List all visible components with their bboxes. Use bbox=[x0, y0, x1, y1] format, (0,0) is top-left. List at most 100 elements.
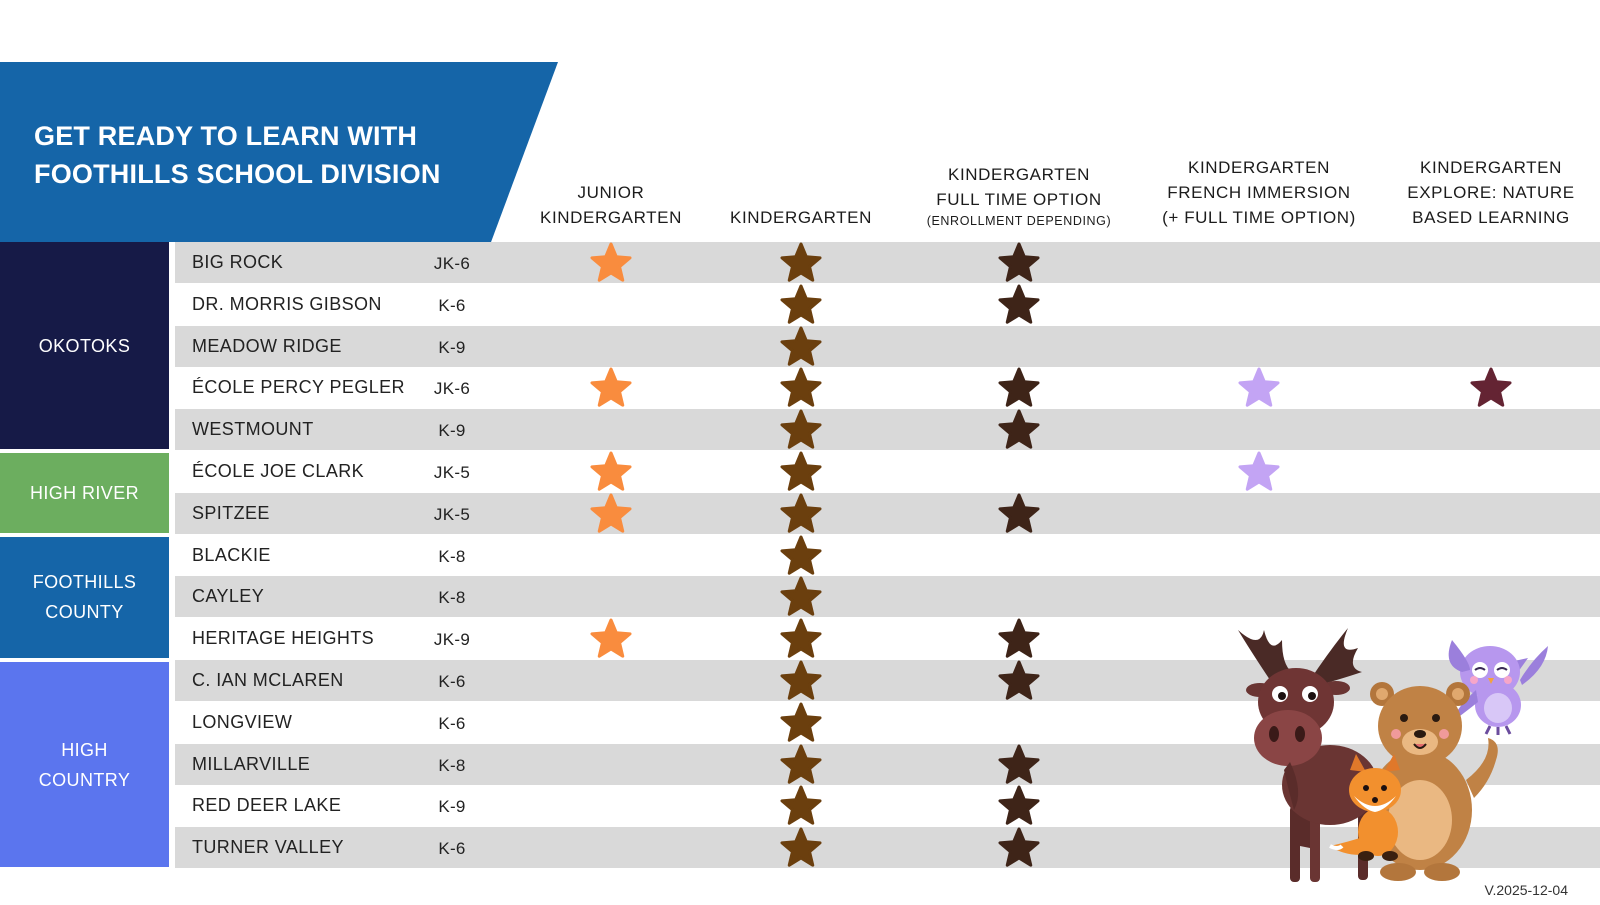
table-row: BIG ROCK JK-6 bbox=[175, 242, 1600, 283]
star-icon bbox=[780, 493, 822, 535]
column-header-2: KINDERGARTEN bbox=[681, 205, 921, 230]
star-icon bbox=[998, 493, 1040, 535]
grade-range: K-6 bbox=[438, 672, 466, 691]
star-icon bbox=[1238, 367, 1280, 409]
star-icon bbox=[998, 284, 1040, 326]
region-label: OKOTOKS bbox=[0, 242, 169, 449]
grade-range: K-9 bbox=[438, 337, 466, 357]
school-name: ÉCOLE JOE CLARK bbox=[192, 461, 365, 481]
star-icon bbox=[590, 493, 632, 535]
fox-illustration bbox=[1329, 754, 1401, 861]
column-header-line: KINDERGARTEN bbox=[1188, 158, 1330, 177]
column-header-line: (+ FULL TIME OPTION) bbox=[1162, 208, 1356, 227]
school-name: MEADOW RIDGE bbox=[192, 335, 342, 356]
star-icon bbox=[998, 367, 1040, 409]
column-header-line: EXPLORE: NATURE bbox=[1407, 183, 1575, 202]
column-header-5: KINDERGARTEN EXPLORE: NATURE BASED LEARNIN… bbox=[1371, 155, 1600, 230]
star-icon bbox=[998, 660, 1040, 702]
grade-range: K-8 bbox=[438, 755, 466, 775]
region-name: OKOTOKS bbox=[38, 335, 131, 356]
grade-range: K-6 bbox=[438, 295, 466, 315]
table-row: BLACKIE K-8 bbox=[175, 535, 1600, 576]
star-icon bbox=[780, 744, 822, 786]
star-icon bbox=[1238, 451, 1280, 493]
star-icon bbox=[1470, 367, 1512, 409]
column-header-note: (ENROLLMENT DEPENDING) bbox=[926, 214, 1112, 228]
table-row: SPITZEE JK-5 bbox=[175, 492, 1600, 535]
grade-range: K-8 bbox=[438, 546, 466, 566]
column-header-line: FRENCH IMMERSION bbox=[1167, 183, 1351, 202]
region-name: FOOTHILLS COUNTY bbox=[32, 572, 137, 623]
mascot-illustration bbox=[1230, 610, 1600, 900]
school-name: RED DEER LAKE bbox=[192, 795, 342, 816]
table-row: RED DEER LAKE K-9 bbox=[175, 785, 1600, 826]
star-icon bbox=[998, 409, 1040, 451]
school-name: DR. MORRIS GIBSON bbox=[192, 293, 382, 314]
school-name: C. IAN MCLAREN bbox=[192, 670, 344, 690]
version-label: V.2025-12-04 bbox=[1484, 882, 1568, 898]
star-icon bbox=[780, 827, 822, 869]
column-header-line: KINDERGARTEN bbox=[730, 208, 872, 227]
column-header-line: JUNIOR bbox=[577, 183, 645, 202]
title-line-1: GET READY TO LEARN WITH bbox=[34, 121, 418, 151]
table-row: HERITAGE HEIGHTS JK-9 bbox=[175, 618, 1600, 659]
school-name: SPITZEE bbox=[192, 502, 270, 523]
school-name: BLACKIE bbox=[192, 544, 271, 565]
star-icon bbox=[780, 367, 822, 409]
star-icon bbox=[780, 451, 822, 493]
school-name: ÉCOLE PERCY PEGLER bbox=[192, 377, 405, 398]
grade-range: K-8 bbox=[438, 588, 466, 608]
table-row: CAYLEY K-8 bbox=[175, 576, 1600, 618]
table-row: ÉCOLE JOE CLARK JK-5 bbox=[175, 451, 1600, 492]
school-name: WESTMOUNT bbox=[192, 419, 314, 440]
table-row: DR. MORRIS GIBSON K-6 bbox=[175, 284, 1600, 325]
column-header-line: BASED LEARNING bbox=[1412, 208, 1570, 227]
star-icon bbox=[590, 242, 632, 284]
star-icon bbox=[998, 242, 1040, 284]
region-name: HIGH COUNTRY bbox=[38, 739, 131, 790]
star-icon bbox=[780, 660, 822, 702]
title-line-2: FOOTHILLS SCHOOL DIVISION bbox=[34, 159, 441, 189]
column-header-4: KINDERGARTEN FRENCH IMMERSION (+ FULL TIME… bbox=[1139, 155, 1379, 230]
table-row: LONGVIEW K-6 bbox=[175, 702, 1600, 743]
school-name: HERITAGE HEIGHTS bbox=[192, 628, 375, 649]
school-name: MILLARVILLE bbox=[192, 753, 311, 774]
column-header-line: KINDERGARTEN bbox=[1420, 158, 1562, 177]
column-header-3: KINDERGARTEN FULL TIME OPTION (ENROLLMENT … bbox=[899, 162, 1139, 230]
star-icon bbox=[998, 827, 1040, 869]
region-name: HIGH RIVER bbox=[29, 482, 139, 503]
star-icon bbox=[780, 284, 822, 326]
star-icon bbox=[780, 576, 822, 618]
school-name: TURNER VALLEY bbox=[192, 837, 344, 858]
region-label: HIGH RIVER bbox=[0, 453, 169, 533]
star-icon bbox=[780, 409, 822, 451]
school-name: BIG ROCK bbox=[192, 252, 284, 272]
star-icon bbox=[590, 451, 632, 493]
star-icon bbox=[780, 326, 822, 368]
grade-range: K-6 bbox=[438, 839, 466, 859]
table-row: WESTMOUNT K-9 bbox=[175, 409, 1600, 451]
grade-range: JK-6 bbox=[433, 379, 471, 399]
region-label: FOOTHILLS COUNTY bbox=[0, 536, 169, 658]
region-label: HIGH COUNTRY bbox=[0, 662, 169, 867]
grade-range: K-9 bbox=[438, 797, 466, 817]
star-icon bbox=[998, 618, 1040, 660]
star-icon bbox=[780, 618, 822, 660]
star-icon bbox=[780, 702, 822, 744]
column-header-line: FULL TIME OPTION bbox=[936, 190, 1102, 209]
grade-range: JK-5 bbox=[433, 504, 471, 524]
table-row: MEADOW RIDGE K-9 bbox=[175, 325, 1600, 368]
star-icon bbox=[998, 744, 1040, 786]
table-row: C. IAN MCLAREN K-6 bbox=[175, 660, 1600, 701]
star-icon bbox=[780, 242, 822, 284]
school-name: LONGVIEW bbox=[192, 711, 293, 732]
star-icon bbox=[998, 785, 1040, 827]
grade-range: JK-6 bbox=[433, 254, 471, 273]
star-icon bbox=[780, 535, 822, 577]
column-header-line: KINDERGARTEN bbox=[540, 208, 682, 227]
table-row: ÉCOLE PERCY PEGLER JK-6 bbox=[175, 367, 1600, 408]
grade-range: K-9 bbox=[438, 421, 466, 441]
column-header-1: JUNIOR KINDERGARTEN bbox=[491, 180, 731, 230]
star-icon bbox=[780, 785, 822, 827]
star-icon bbox=[590, 618, 632, 660]
